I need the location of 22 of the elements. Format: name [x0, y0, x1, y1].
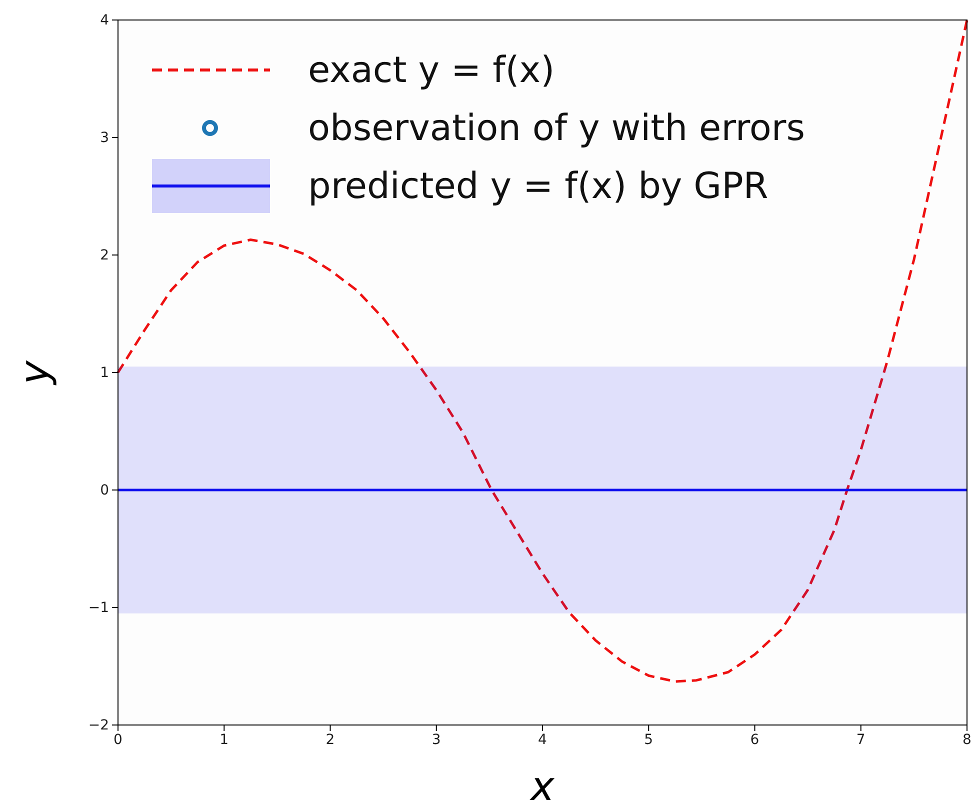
- x-axis-title: x: [528, 764, 555, 808]
- y-tick-label: −1: [88, 600, 109, 616]
- legend-label: exact y = f(x): [308, 50, 555, 91]
- y-tick-label: 0: [100, 482, 109, 498]
- y-tick-label: 3: [100, 130, 109, 146]
- x-tick-label: 5: [644, 732, 654, 748]
- x-tick-label: 4: [538, 732, 548, 748]
- x-tick-label: 0: [114, 732, 122, 748]
- x-tick-label: 2: [326, 732, 335, 748]
- x-tick-label: 3: [432, 732, 441, 748]
- x-tick-label: 1: [220, 732, 229, 748]
- y-tick-label: −2: [88, 717, 109, 734]
- annotation: observation of y with errors: [308, 108, 805, 149]
- y-axis-title: y: [12, 359, 58, 386]
- legend-label: predicted y = f(x) by GPR: [308, 166, 768, 207]
- x-tick-label: 7: [856, 732, 866, 748]
- line-series: [116, 18, 968, 683]
- y-tick-label: 2: [100, 247, 109, 264]
- y-tick-label: 1: [100, 364, 109, 381]
- y-tick-label: 4: [100, 12, 110, 28]
- x-tick-label: 6: [750, 732, 760, 748]
- x-tick-label: 8: [962, 732, 972, 748]
